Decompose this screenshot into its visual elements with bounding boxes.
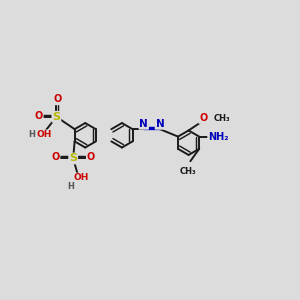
Text: O: O	[53, 94, 62, 104]
Text: O: O	[51, 152, 60, 162]
Text: S: S	[52, 112, 60, 122]
Text: CH₃: CH₃	[213, 114, 230, 123]
Text: OH: OH	[36, 130, 51, 139]
Text: O: O	[199, 113, 207, 123]
Text: CH₃: CH₃	[180, 167, 196, 176]
Text: H: H	[67, 182, 74, 191]
Text: N: N	[140, 119, 148, 129]
Text: O: O	[34, 111, 43, 121]
Text: N: N	[156, 119, 164, 129]
Text: S: S	[69, 154, 77, 164]
Text: NH₂: NH₂	[208, 132, 229, 142]
Text: OH: OH	[74, 173, 89, 182]
Text: H: H	[28, 130, 35, 139]
Text: O: O	[87, 152, 95, 162]
